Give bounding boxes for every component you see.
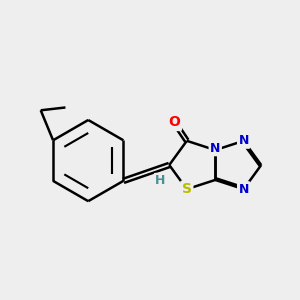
Text: N: N [210, 142, 220, 155]
Text: N: N [238, 134, 249, 147]
Text: H: H [155, 174, 166, 188]
Text: O: O [169, 116, 180, 130]
Text: N: N [238, 183, 249, 196]
Text: S: S [182, 182, 192, 196]
Text: H: H [155, 174, 166, 188]
